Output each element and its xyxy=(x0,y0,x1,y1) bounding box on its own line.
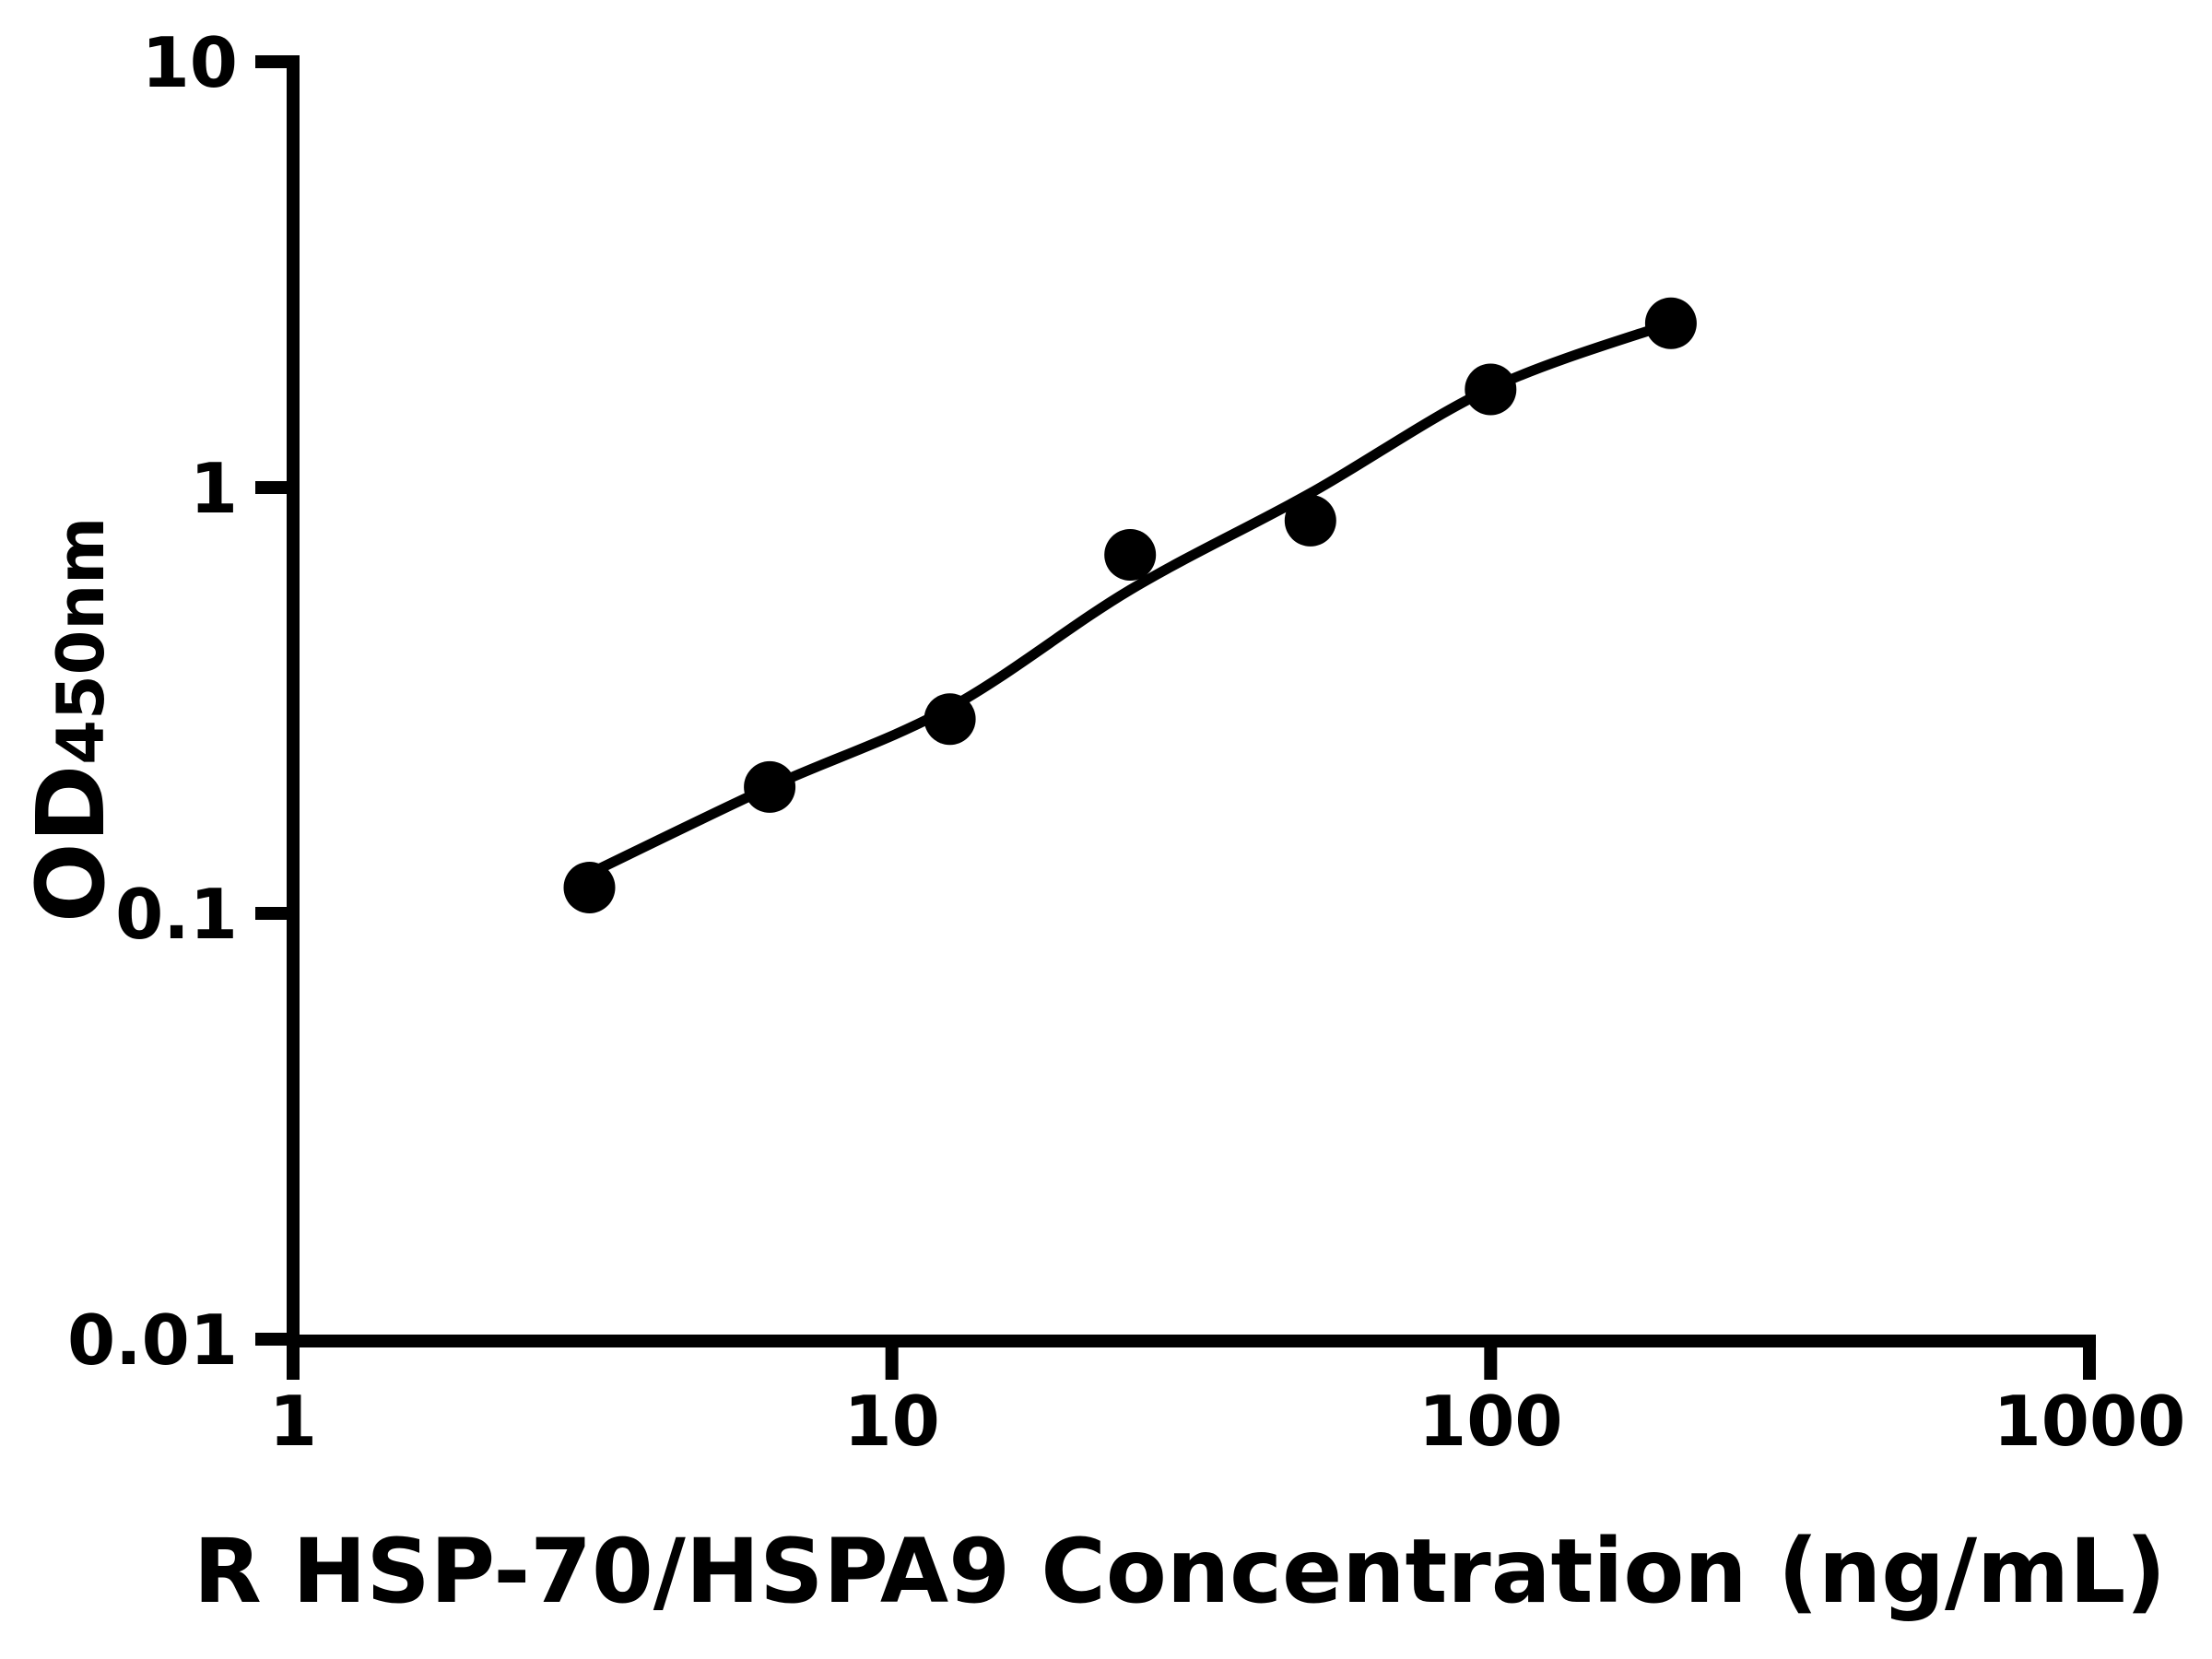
y-tick-label: 10 xyxy=(142,22,238,103)
y-axis-title-subscript: 450nm xyxy=(43,517,119,765)
plot-area xyxy=(563,297,1697,913)
x-tick-label: 1 xyxy=(269,1381,317,1462)
data-point xyxy=(1644,297,1697,349)
data-point xyxy=(744,760,796,813)
x-tick-label: 10 xyxy=(843,1381,939,1462)
x-tick-label: 100 xyxy=(1418,1381,1563,1462)
x-axis-title: R HSP-70/HSPA9 Concentration (ng/mL) xyxy=(194,1520,2166,1623)
tick-marks xyxy=(255,55,2096,1380)
y-axis-title-main: OD xyxy=(17,765,126,923)
data-point xyxy=(1465,363,1517,416)
y-tick-label: 0.1 xyxy=(115,874,238,955)
data-point xyxy=(1284,494,1336,547)
axes xyxy=(287,55,2096,1347)
tick-labels: 10 1 0.1 0.01 1 10 100 1000 xyxy=(67,22,2185,1462)
y-tick-label: 0.01 xyxy=(67,1300,238,1381)
y-tick-label: 1 xyxy=(190,448,238,529)
y-axis-title: OD450nm xyxy=(17,517,126,923)
data-point xyxy=(924,693,976,746)
data-point xyxy=(563,862,616,913)
data-point xyxy=(1104,529,1157,581)
x-tick-label: 1000 xyxy=(1994,1381,2186,1462)
